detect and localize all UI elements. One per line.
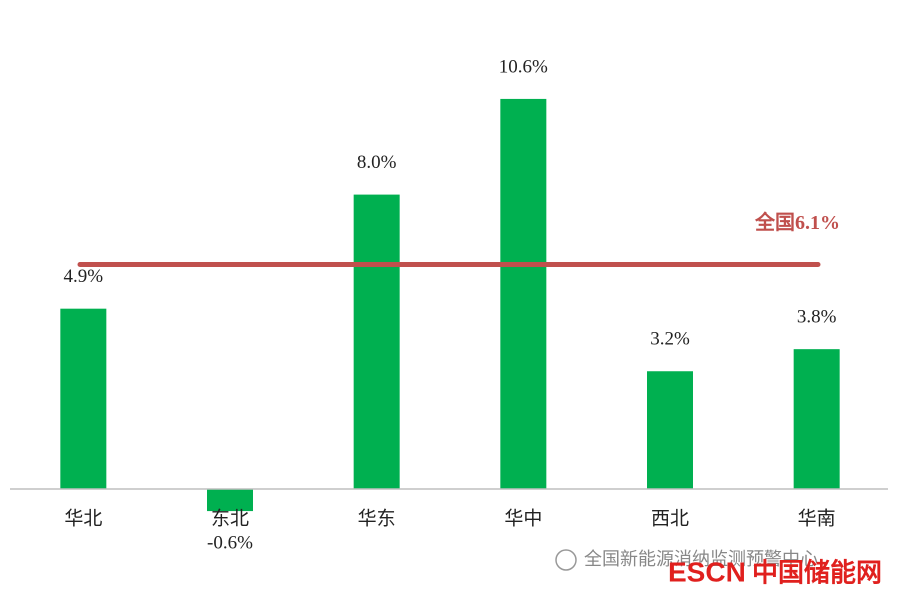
wechat-icon xyxy=(555,549,577,571)
x-tick-label: 西北 xyxy=(651,507,689,529)
x-tick-label: 华北 xyxy=(64,507,102,529)
bar xyxy=(647,371,693,489)
x-tick-label: 东北 xyxy=(211,507,249,529)
value-label: 8.0% xyxy=(357,152,397,173)
watermark-brand: ESCN xyxy=(668,556,746,587)
bar xyxy=(500,98,547,490)
watermark-source: 全国新能源消纳监测预警中心 xyxy=(584,549,818,570)
x-tick-label: 华南 xyxy=(798,507,836,529)
x-tick-label: 华东 xyxy=(358,507,396,529)
watermark: 全国新能源消纳监测预警中心 ESCN 中国储能网 xyxy=(555,549,882,589)
bar xyxy=(793,349,840,489)
reference-label: 全国6.1% xyxy=(754,210,840,234)
bar xyxy=(60,308,107,489)
bar xyxy=(353,194,400,489)
value-label: 3.8% xyxy=(797,307,837,328)
value-label: -0.6% xyxy=(207,532,253,553)
bar xyxy=(207,489,253,512)
value-label: 10.6% xyxy=(499,56,548,77)
x-tick-label: 华中 xyxy=(504,507,542,529)
value-label: 4.9% xyxy=(64,266,104,287)
value-label: 3.2% xyxy=(650,329,690,350)
watermark-site: 中国储能网 xyxy=(752,558,882,589)
